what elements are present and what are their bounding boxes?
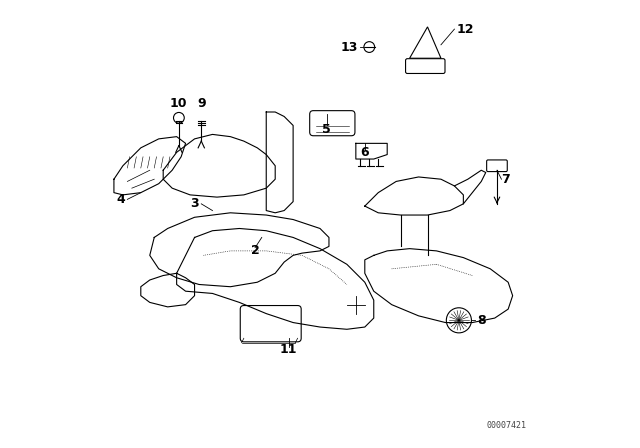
FancyBboxPatch shape xyxy=(486,160,508,172)
Text: 7: 7 xyxy=(502,172,510,186)
Text: 11: 11 xyxy=(280,343,298,356)
Text: 4: 4 xyxy=(116,193,125,206)
Text: 8: 8 xyxy=(477,314,486,327)
Circle shape xyxy=(446,308,472,333)
Text: 3: 3 xyxy=(190,197,199,211)
FancyBboxPatch shape xyxy=(240,306,301,342)
Text: 13: 13 xyxy=(340,40,358,54)
Text: 5: 5 xyxy=(323,123,331,137)
Text: 00007421: 00007421 xyxy=(486,421,526,430)
FancyBboxPatch shape xyxy=(310,111,355,136)
Text: 6: 6 xyxy=(360,146,369,159)
Text: 2: 2 xyxy=(251,244,259,258)
FancyBboxPatch shape xyxy=(406,59,445,73)
Text: 12: 12 xyxy=(457,22,474,36)
Text: 9: 9 xyxy=(197,96,205,110)
Circle shape xyxy=(364,42,374,52)
Polygon shape xyxy=(410,27,441,58)
Text: 10: 10 xyxy=(169,96,187,110)
Circle shape xyxy=(173,112,184,123)
